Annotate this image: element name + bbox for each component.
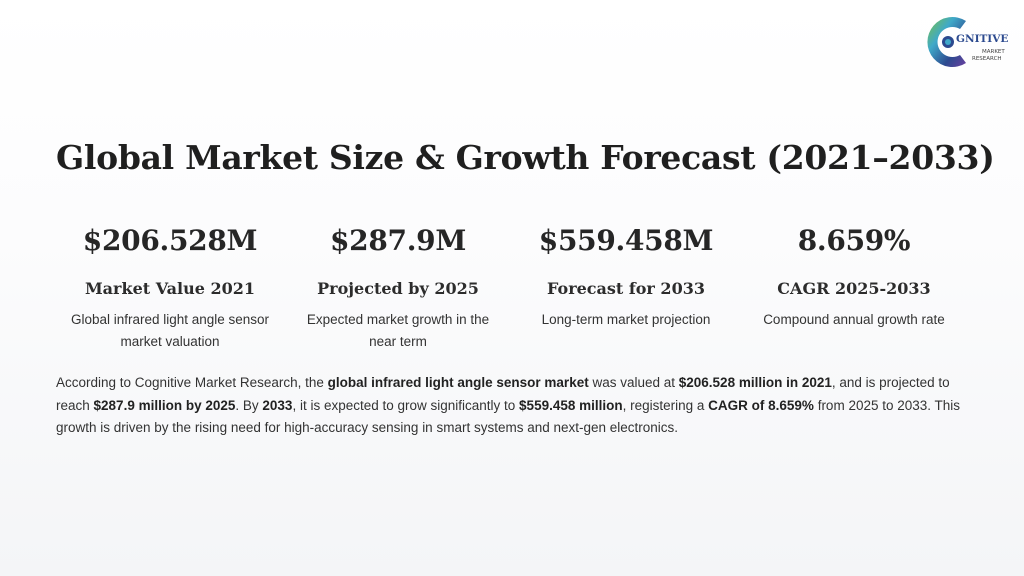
stat-label: CAGR 2025-2033 [777,279,931,298]
summary-paragraph: According to Cognitive Market Research, … [56,372,968,440]
summary-text: , it is expected to grow significantly t… [292,397,520,413]
stat-value: $559.458M [538,224,714,257]
summary-text: , and is projected to reach [56,375,950,413]
summary-highlight: 2033 [262,397,293,413]
company-logo: GNITIVE MARKET RESEARCH [918,13,1014,71]
stat-label: Forecast for 2033 [547,279,705,298]
stat-label: Projected by 2025 [317,279,479,298]
summary-text: . By [235,397,263,413]
page-title: Global Market Size & Growth Forecast (20… [56,138,995,177]
summary-highlight: $206.528 million in 2021 [678,375,832,390]
stat-description: Expected market growth in the near term [306,312,490,349]
stat-label: Market Value 2021 [84,279,256,298]
stat-value: $206.528M [82,224,258,257]
stat-market-value-2021: $206.528M Market Value 2021 Global infra… [56,218,284,353]
stat-projected-2025: $287.9M Projected by 2025 Expected marke… [284,218,512,353]
stat-cagr: 8.659% CAGR 2025-2033 Compound annual gr… [740,218,968,353]
stat-description: Compound annual growth rate [763,312,945,327]
summary-highlight: $287.9 million by 2025 [93,397,236,413]
logo-line2: MARKET [982,49,1005,55]
cognitive-logo-icon: GNITIVE MARKET RESEARCH [927,17,1008,67]
stat-forecast-2033: $559.458M Forecast for 2033 Long-term ma… [512,218,740,353]
logo-line3: RESEARCH [972,56,1002,62]
summary-highlight: CAGR of 8.659% [708,397,814,413]
summary-highlight: global infrared light angle sensor marke… [327,375,589,390]
stat-value: 8.659% [797,224,911,257]
stat-description: Long-term market projection [541,312,711,327]
summary-highlight: $559.458 million [519,397,623,413]
summary-text: was valued at [588,375,679,390]
summary-text: , registering a [622,397,709,413]
summary-text: from 2025 to 2033. This growth is driven… [56,397,961,436]
stat-description: Global infrared light angle sensor marke… [70,312,270,349]
stats-row: $206.528M Market Value 2021 Global infra… [56,218,968,353]
logo-word: GNITIVE [956,33,1008,45]
summary-text: According to Cognitive Market Research, … [56,375,328,390]
stat-value: $287.9M [329,224,467,257]
